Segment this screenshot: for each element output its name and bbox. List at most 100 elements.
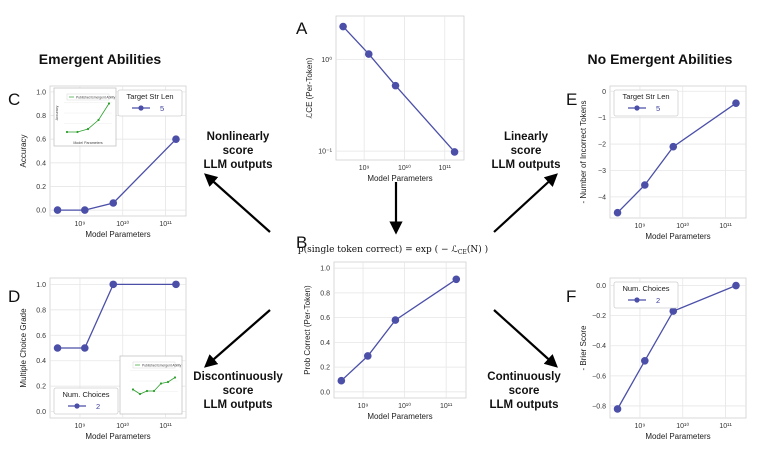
y-axis-label: Multiple Choice Grade: [19, 308, 28, 388]
y-tick-label: 0: [602, 89, 606, 96]
caption-continuously: Continuously score LLM outputs: [487, 371, 561, 411]
arrow-to-D: [204, 309, 271, 368]
data-point: [669, 142, 678, 151]
panel-D: D 10⁹ 10¹⁰ 10¹¹ 0.0 0.2 0.4 0.6 0.8 1.0 Model Para…: [8, 277, 187, 441]
data-point: [391, 316, 400, 324]
series-line: [57, 283, 176, 349]
x-axis-label: Model Parameters: [367, 174, 432, 183]
caption-continuously-line1: Continuously: [487, 371, 561, 383]
y-tick-label: −2: [598, 142, 606, 149]
data-point: [641, 356, 649, 365]
x-axis-label: Model Parameters: [645, 232, 710, 241]
y-tick-label: −1: [598, 115, 606, 122]
y-tick-label: 0.0: [36, 208, 46, 215]
x-tick-label: 10¹⁰: [398, 402, 411, 410]
panel-letter-A: A: [296, 19, 308, 38]
y-axis-label: Accuracy: [19, 135, 28, 168]
y-axis-label: - Number of Incorrect Tokens: [579, 100, 588, 203]
y-tick-label: −0.4: [592, 343, 606, 350]
legend: Num. Choices 2: [53, 387, 119, 415]
inset-data-point: [107, 102, 111, 105]
legend-box: [613, 281, 679, 309]
legend-box: [53, 387, 119, 415]
legend-box: [613, 89, 679, 117]
y-tick-label: 1.0: [320, 266, 330, 273]
inset-legend-label: Published Emergent Ability: [76, 96, 116, 100]
caption-nonlinearly: Nonlinearly score LLM outputs: [204, 131, 273, 171]
caption-continuously-line2: score: [509, 385, 540, 397]
legend-entry: 2: [656, 296, 660, 305]
data-point: [732, 281, 740, 290]
legend-entry: 5: [160, 104, 164, 113]
y-tick-label: −0.6: [592, 373, 606, 380]
data-point: [364, 50, 373, 58]
legend: Target Str Len 5: [613, 89, 679, 117]
inset-data-point: [86, 127, 90, 131]
inset-data-point: [138, 392, 142, 396]
y-tick-label: 0.4: [36, 358, 46, 365]
x-tick-label: 10⁹: [635, 423, 646, 430]
legend-title: Target Str Len: [126, 92, 173, 101]
y-tick-label: 0.4: [320, 340, 330, 347]
formula-tail: (N) ): [467, 244, 488, 255]
legend-entry: 5: [656, 104, 660, 113]
panel-B: B 10⁹ 10¹⁰ 10¹¹ 0.0 0.2 0.4 0.6 0.8 1.0 Model Para…: [296, 233, 467, 421]
data-point: [53, 344, 62, 352]
legend: Target Str Len 5: [117, 89, 183, 117]
x-axis-label: Model Parameters: [367, 412, 432, 421]
panel-letter-C: C: [8, 90, 20, 109]
data-point: [669, 307, 678, 315]
arrow-to-F: [493, 309, 558, 368]
y-axis-label: Prob Correct (Per-Token): [303, 285, 312, 375]
panel-letter-D: D: [8, 287, 20, 306]
x-tick-label: 10¹⁰: [116, 220, 129, 228]
y-tick-label: 0.8: [320, 290, 330, 297]
y-tick-label: 0.6: [36, 137, 46, 144]
data-point: [109, 199, 118, 207]
y-tick-label: 0.8: [36, 307, 46, 314]
x-tick-label: 10¹⁰: [676, 222, 689, 230]
caption-linearly-line2: score: [511, 145, 542, 157]
panel-letter-B: B: [296, 233, 307, 252]
x-tick-label: 10⁹: [75, 423, 86, 430]
caption-discontinuously-line3: LLM outputs: [204, 399, 273, 411]
legend-marker: [74, 403, 80, 409]
data-point: [450, 148, 459, 156]
inset-chart: Published Emergent Ability Model Paramete…: [53, 87, 117, 147]
y-tick-label: −0.2: [592, 313, 606, 320]
data-point: [172, 280, 180, 289]
x-axis-label: Model Parameters: [85, 432, 150, 441]
legend-title: Target Str Len: [622, 92, 669, 101]
y-tick-label: 0.0: [320, 389, 330, 396]
heading-emergent: Emergent Abilities: [39, 51, 162, 67]
inset-legend-label: Published Emergent Ability: [142, 364, 182, 368]
x-tick-label: 10¹¹: [440, 403, 453, 410]
heading-no-emergent: No Emergent Abilities: [588, 51, 733, 67]
caption-discontinuously-line1: Discontinuously: [193, 371, 283, 383]
caption-nonlinearly-line2: score: [223, 145, 254, 157]
x-tick-label: 10⁹: [358, 403, 369, 410]
y-tick-label: −4: [598, 194, 606, 201]
legend-entry: 2: [96, 402, 100, 411]
caption-nonlinearly-line3: LLM outputs: [204, 159, 273, 171]
y-tick-label: 0.2: [36, 184, 46, 191]
formula-main: p(single token correct) = exp ( − ℒ: [298, 244, 458, 255]
y-tick-label: 0.2: [36, 384, 46, 391]
x-tick-label: 10¹¹: [439, 165, 452, 172]
legend: Num. Choices 2: [613, 281, 679, 309]
y-tick-label: 10⁰: [321, 56, 332, 64]
series-line: [616, 284, 737, 410]
y-tick-label: 1.0: [36, 282, 46, 289]
panel-letter-F: F: [566, 287, 576, 306]
formula-sub: CE: [458, 249, 467, 256]
y-tick-label: 1.0: [36, 89, 46, 96]
x-tick-label: 10¹⁰: [116, 422, 129, 430]
y-tick-label: 0.6: [36, 333, 46, 340]
data-point: [53, 206, 62, 214]
x-tick-label: 10⁹: [635, 223, 646, 230]
inset-x-axis-label: Model Parameters: [73, 141, 103, 145]
data-point: [613, 405, 622, 413]
plot-area: [333, 261, 467, 399]
y-tick-label: 0.8: [36, 113, 46, 120]
x-tick-label: 10¹¹: [719, 223, 732, 230]
